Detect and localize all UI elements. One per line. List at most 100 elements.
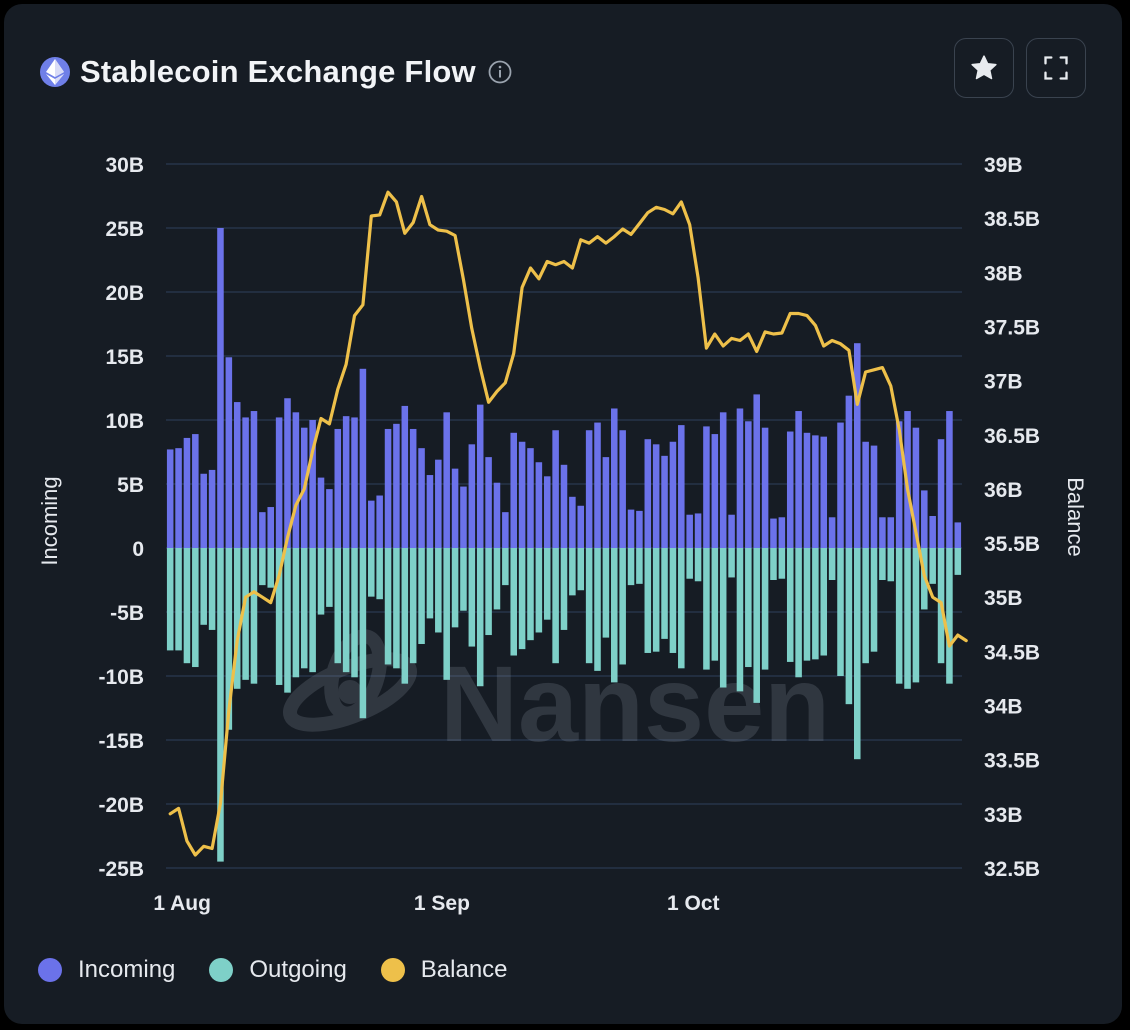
favorite-button[interactable] bbox=[954, 38, 1014, 98]
outgoing-bar bbox=[770, 548, 777, 580]
y2-tick-label: 35.5B bbox=[984, 533, 1040, 556]
outgoing-bar bbox=[703, 548, 710, 670]
outgoing-bar bbox=[225, 548, 233, 730]
outgoing-bar bbox=[334, 548, 342, 664]
outgoing-bar bbox=[409, 548, 417, 664]
incoming-bar bbox=[468, 444, 476, 548]
incoming-bar bbox=[803, 432, 811, 548]
outgoing-bar bbox=[552, 548, 559, 664]
outgoing-bar bbox=[820, 548, 828, 656]
fullscreen-button[interactable] bbox=[1026, 38, 1086, 98]
incoming-bar bbox=[678, 425, 685, 548]
nansen-logo-icon bbox=[282, 629, 418, 732]
outgoing-bar bbox=[493, 548, 501, 610]
incoming-bar bbox=[887, 517, 895, 548]
outgoing-bar bbox=[208, 548, 216, 630]
incoming-bar bbox=[401, 405, 409, 548]
incoming-bar bbox=[166, 449, 174, 548]
incoming-bar bbox=[418, 448, 425, 548]
y2-tick-label: 33B bbox=[984, 804, 1023, 827]
incoming-bar bbox=[200, 473, 207, 548]
incoming-bar bbox=[703, 426, 710, 548]
y-tick-label: 30B bbox=[105, 154, 144, 177]
y-axis-right: 39B 38.5B 38B 37.5B 37B 36.5B 36B 35.5B 35B 34.5B… bbox=[984, 154, 1040, 881]
y2-tick-label: 39B bbox=[984, 154, 1023, 177]
legend-label: Balance bbox=[420, 956, 508, 983]
outgoing-bar bbox=[636, 548, 643, 584]
legend-item-balance[interactable]: Balance bbox=[380, 956, 508, 984]
incoming-bar bbox=[594, 422, 601, 548]
outgoing-bar bbox=[384, 548, 392, 665]
outgoing-bar bbox=[418, 548, 425, 644]
outgoing-bar bbox=[745, 548, 752, 668]
incoming-bar bbox=[636, 510, 643, 548]
incoming-bar bbox=[443, 412, 450, 548]
y-tick-label: 0 bbox=[132, 538, 144, 561]
outgoing-bar bbox=[728, 548, 735, 578]
incoming-bar bbox=[351, 417, 358, 548]
y2-tick-label: 36.5B bbox=[984, 425, 1040, 448]
incoming-bar bbox=[795, 411, 802, 548]
y-axis-title: Incoming bbox=[37, 476, 62, 565]
y2-tick-label: 36B bbox=[984, 479, 1023, 502]
incoming-bar bbox=[946, 411, 953, 548]
incoming-bar bbox=[217, 228, 224, 548]
incoming-bar bbox=[870, 445, 878, 548]
outgoing-bar bbox=[368, 548, 375, 597]
x-axis: 1 Aug 1 Sep 1 Oct bbox=[153, 892, 719, 915]
outgoing-bar bbox=[619, 548, 626, 665]
y2-axis-title: Balance bbox=[1063, 477, 1088, 557]
info-icon[interactable] bbox=[488, 60, 512, 84]
y2-tick-label: 35B bbox=[984, 587, 1023, 610]
incoming-bar bbox=[183, 437, 191, 548]
outgoing-bar bbox=[560, 548, 568, 630]
outgoing-bar bbox=[853, 548, 861, 760]
incoming-bar bbox=[862, 441, 869, 548]
legend-item-outgoing[interactable]: Outgoing bbox=[209, 956, 347, 984]
incoming-bar bbox=[208, 469, 216, 548]
outgoing-bar bbox=[300, 548, 308, 669]
incoming-bar bbox=[225, 357, 233, 548]
watermark-text: Nansen bbox=[440, 643, 830, 764]
incoming-bar bbox=[711, 434, 719, 548]
incoming-bar bbox=[342, 416, 350, 548]
y-tick-label: -5B bbox=[110, 602, 144, 625]
outgoing-bar bbox=[870, 548, 878, 652]
legend-item-incoming[interactable]: Incoming bbox=[38, 956, 175, 984]
incoming-bar bbox=[435, 459, 442, 548]
outgoing-bar bbox=[879, 548, 886, 580]
outgoing-bar bbox=[946, 548, 953, 684]
incoming-bar bbox=[502, 512, 509, 548]
outgoing-bar bbox=[803, 548, 811, 661]
x-tick-label: 1 Aug bbox=[153, 892, 211, 915]
incoming-bar bbox=[451, 468, 459, 548]
chart-area: Nansen 30B 25B 20B 15B 10B 5B 0 -5B -10B -15B -20B… bbox=[37, 154, 1088, 915]
outgoing-bar bbox=[242, 548, 249, 680]
outgoing-bar bbox=[678, 548, 685, 669]
incoming-bar bbox=[895, 421, 903, 548]
incoming-bar bbox=[233, 402, 241, 548]
incoming-bar bbox=[543, 476, 551, 548]
incoming-bar bbox=[267, 507, 275, 548]
y-tick-label: -25B bbox=[98, 858, 144, 881]
incoming-bar bbox=[192, 434, 199, 548]
incoming-bar bbox=[611, 408, 618, 548]
incoming-bar bbox=[921, 490, 928, 548]
incoming-bar bbox=[602, 457, 610, 548]
outgoing-bar bbox=[200, 548, 207, 625]
incoming-bar bbox=[393, 423, 400, 548]
incoming-bar bbox=[384, 428, 392, 548]
x-tick-label: 1 Sep bbox=[414, 892, 470, 915]
outgoing-bar bbox=[753, 548, 760, 703]
outgoing-bar bbox=[627, 548, 635, 586]
incoming-bar bbox=[334, 428, 342, 548]
incoming-bar bbox=[409, 428, 417, 548]
outgoing-bar bbox=[192, 548, 199, 668]
incoming-bar bbox=[175, 448, 182, 548]
outgoing-bar bbox=[845, 548, 853, 705]
incoming-bar bbox=[309, 420, 316, 548]
incoming-bar bbox=[728, 514, 735, 548]
incoming-bar bbox=[669, 441, 677, 548]
incoming-bar bbox=[426, 475, 434, 548]
outgoing-bar bbox=[694, 548, 702, 582]
